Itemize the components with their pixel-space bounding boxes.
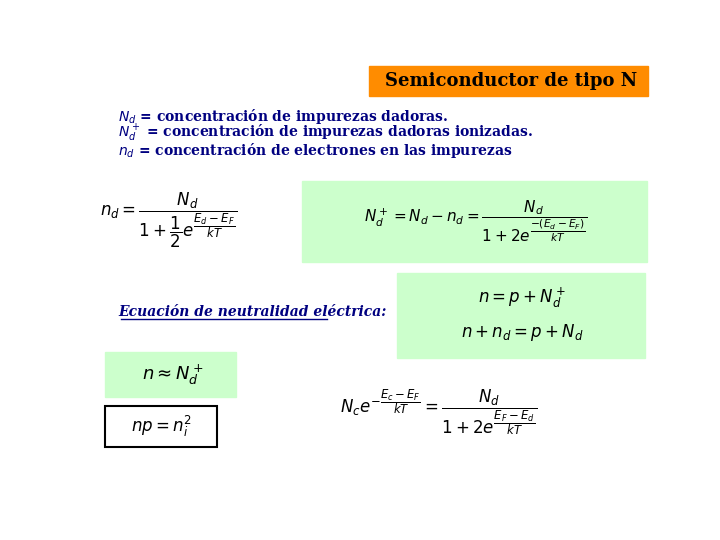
Text: $n \approx N_d^+$: $n \approx N_d^+$ xyxy=(142,362,204,387)
Text: Ecuación de neutralidad eléctrica:: Ecuación de neutralidad eléctrica: xyxy=(118,305,386,319)
Text: $np = n_i^2$: $np = n_i^2$ xyxy=(131,414,192,439)
FancyBboxPatch shape xyxy=(105,352,236,397)
Text: $N_d$ = concentración de impurezas dadoras.: $N_d$ = concentración de impurezas dador… xyxy=(118,107,448,126)
Text: $N_d^+$ = concentración de impurezas dadoras ionizadas.: $N_d^+$ = concentración de impurezas dad… xyxy=(118,123,533,144)
FancyBboxPatch shape xyxy=(105,406,217,447)
FancyBboxPatch shape xyxy=(302,181,647,262)
Text: $n_d$ = concentración de electrones en las impurezas: $n_d$ = concentración de electrones en l… xyxy=(118,140,512,159)
Text: $n_d = \dfrac{N_d}{1+\dfrac{1}{2}e^{\dfrac{E_d-E_F}{kT}}}$: $n_d = \dfrac{N_d}{1+\dfrac{1}{2}e^{\dfr… xyxy=(99,191,237,251)
Text: $n = p + N_d^+$: $n = p + N_d^+$ xyxy=(478,286,567,310)
FancyBboxPatch shape xyxy=(397,273,645,358)
Text: Semiconductor de tipo N: Semiconductor de tipo N xyxy=(385,72,637,90)
Text: $n + n_d = p + N_d$: $n + n_d = p + N_d$ xyxy=(461,322,584,343)
FancyBboxPatch shape xyxy=(369,66,648,96)
Text: $N_d^+ = N_d - n_d = \dfrac{N_d}{1+2e^{\dfrac{-(E_d-E_F)}{kT}}}$: $N_d^+ = N_d - n_d = \dfrac{N_d}{1+2e^{\… xyxy=(364,198,588,244)
Text: $N_c e^{-\dfrac{E_c-E_F}{kT}} = \dfrac{N_d}{1+2e^{\dfrac{E_F-E_d}{kT}}}$: $N_c e^{-\dfrac{E_c-E_F}{kT}} = \dfrac{N… xyxy=(340,387,538,437)
